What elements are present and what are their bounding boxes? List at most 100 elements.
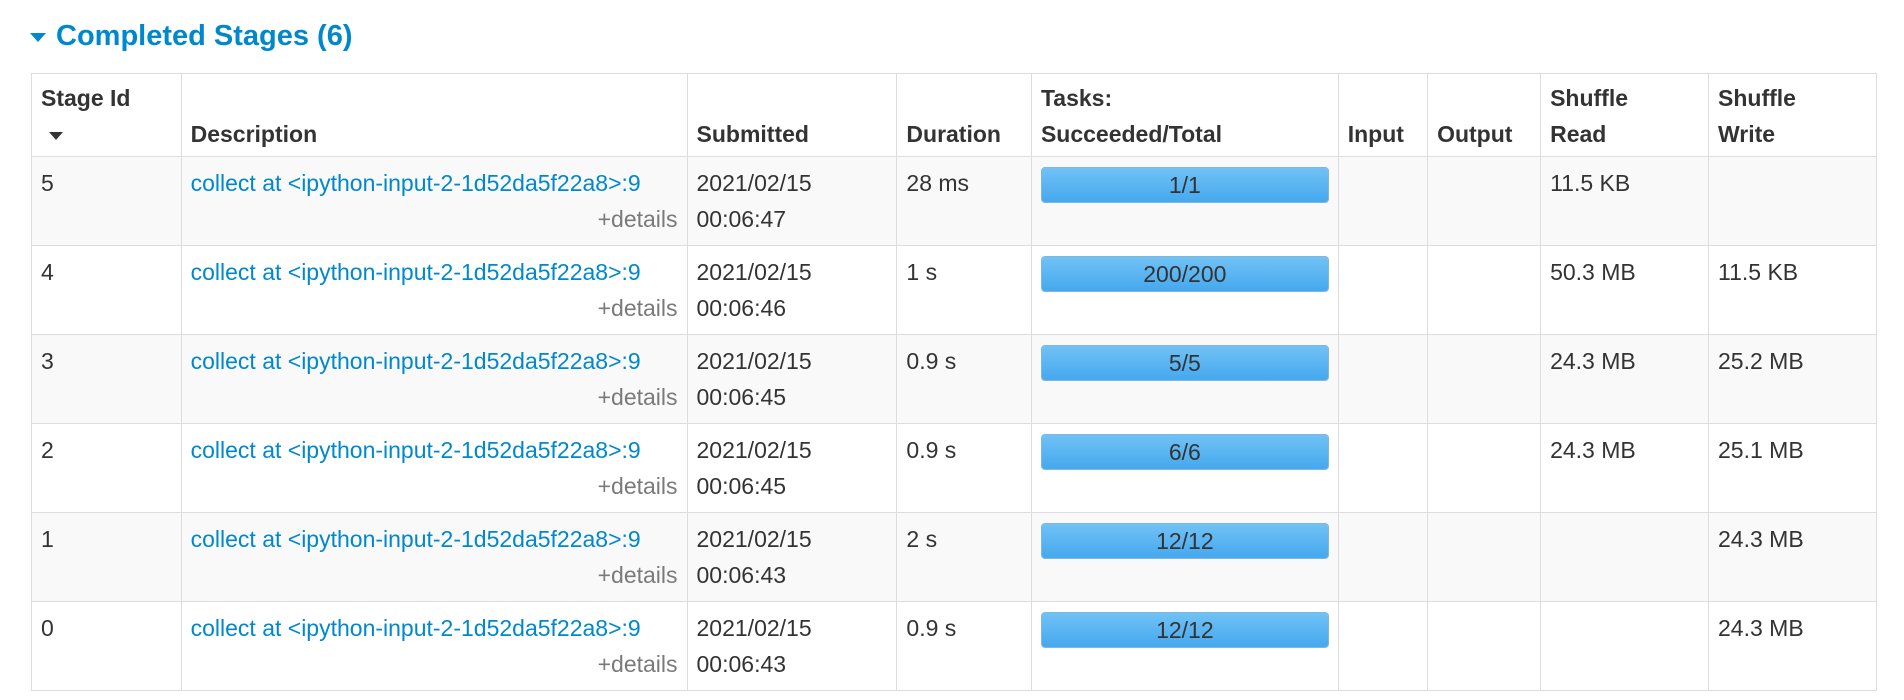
duration-cell: 28 ms xyxy=(896,156,1032,246)
tasks-cell: 1/1 xyxy=(1030,156,1339,246)
submitted-time: 00:06:47 xyxy=(696,206,787,232)
header-shuffle-write-line2: Write xyxy=(1718,121,1776,147)
table-row: 1 collect at <ipython-input-2-1d52da5f22a… xyxy=(31,512,1877,602)
input-cell xyxy=(1337,245,1429,335)
shuffle-read-value: 11.5 KB xyxy=(1550,170,1631,196)
tasks-progress-fill xyxy=(1041,524,1328,558)
header-tasks[interactable]: Tasks: Succeeded/Total xyxy=(1030,73,1339,157)
duration: 0.9 s xyxy=(906,437,957,463)
stage-description-link[interactable]: collect at <ipython-input-2-1d52da5f22a8… xyxy=(190,348,641,374)
shuffle-write-value: 25.1 MB xyxy=(1718,437,1804,463)
submitted-cell: 2021/02/15 00:06:47 xyxy=(686,156,898,246)
stage-description-link[interactable]: collect at <ipython-input-2-1d52da5f22a8… xyxy=(190,526,641,552)
header-shuffle-write-line1: Shuffle xyxy=(1718,85,1796,111)
header-submitted[interactable]: Submitted xyxy=(686,73,898,157)
header-shuffle-read-line2: Read xyxy=(1550,121,1607,147)
submitted-cell: 2021/02/15 00:06:46 xyxy=(686,245,898,335)
submitted-date: 2021/02/15 xyxy=(696,259,812,285)
duration: 28 ms xyxy=(906,170,970,196)
shuffle-write-value: 24.3 MB xyxy=(1718,526,1804,552)
shuffle-read-cell: 24.3 MB xyxy=(1540,334,1709,424)
sort-descending-icon xyxy=(49,131,63,140)
submitted-time: 00:06:45 xyxy=(696,384,787,410)
stage-id: 5 xyxy=(41,170,54,196)
header-output[interactable]: Output xyxy=(1427,73,1542,157)
tasks-progress-label: 6/6 xyxy=(1168,439,1201,465)
description-cell: collect at <ipython-input-2-1d52da5f22a8… xyxy=(180,156,688,246)
stage-description-link[interactable]: collect at <ipython-input-2-1d52da5f22a8… xyxy=(190,615,641,641)
stage-id: 1 xyxy=(41,526,54,552)
details-toggle-link[interactable]: +details xyxy=(597,562,678,588)
header-shuffle-write[interactable]: Shuffle Write xyxy=(1708,73,1877,157)
header-duration-label: Duration xyxy=(906,121,1001,147)
details-toggle-link[interactable]: +details xyxy=(597,651,678,677)
header-output-label: Output xyxy=(1437,121,1513,147)
duration: 0.9 s xyxy=(906,348,957,374)
submitted-date: 2021/02/15 xyxy=(696,437,812,463)
stage-description-link[interactable]: collect at <ipython-input-2-1d52da5f22a8… xyxy=(190,259,641,285)
completed-stages-toggle[interactable]: Completed Stages (6) xyxy=(30,14,353,58)
header-submitted-label: Submitted xyxy=(696,121,809,147)
tasks-progress-bar: 200/200 xyxy=(1040,256,1329,292)
duration: 2 s xyxy=(906,526,938,552)
details-toggle-link[interactable]: +details xyxy=(597,473,678,499)
duration-cell: 2 s xyxy=(896,512,1032,602)
tasks-progress-fill xyxy=(1041,613,1328,647)
tasks-cell: 12/12 xyxy=(1030,601,1339,691)
submitted-time: 00:06:46 xyxy=(696,295,787,321)
input-cell xyxy=(1337,156,1429,246)
shuffle-write-cell: 25.1 MB xyxy=(1708,423,1877,513)
submitted-cell: 2021/02/15 00:06:43 xyxy=(686,512,898,602)
header-tasks-label-line2: Succeeded/Total xyxy=(1040,121,1223,147)
tasks-progress-fill xyxy=(1041,257,1328,291)
tasks-progress-label: 12/12 xyxy=(1156,617,1214,643)
shuffle-write-value: 25.2 MB xyxy=(1718,348,1804,374)
tasks-progress-fill xyxy=(1041,435,1328,469)
submitted-time: 00:06:45 xyxy=(696,473,787,499)
tasks-progress-label: 5/5 xyxy=(1168,350,1201,376)
shuffle-read-value: 24.3 MB xyxy=(1550,348,1636,374)
header-shuffle-read-line1: Shuffle xyxy=(1550,85,1629,111)
stage-description-link[interactable]: collect at <ipython-input-2-1d52da5f22a8… xyxy=(190,437,641,463)
header-tasks-label-line1: Tasks: xyxy=(1040,85,1113,111)
input-cell xyxy=(1337,423,1429,513)
duration-cell: 1 s xyxy=(896,245,1032,335)
shuffle-write-cell xyxy=(1708,156,1877,246)
stage-id-cell: 2 xyxy=(31,423,182,513)
submitted-cell: 2021/02/15 00:06:45 xyxy=(686,423,898,513)
header-description[interactable]: Description xyxy=(180,73,688,157)
tasks-progress-label: 1/1 xyxy=(1168,172,1201,198)
submitted-date: 2021/02/15 xyxy=(696,348,812,374)
tasks-progress-fill xyxy=(1041,168,1328,202)
output-cell xyxy=(1427,512,1542,602)
header-description-label: Description xyxy=(190,121,318,147)
stage-description-link[interactable]: collect at <ipython-input-2-1d52da5f22a8… xyxy=(190,170,641,196)
submitted-cell: 2021/02/15 00:06:43 xyxy=(686,601,898,691)
stage-id-cell: 3 xyxy=(31,334,182,424)
shuffle-read-value: 50.3 MB xyxy=(1550,259,1636,285)
header-input[interactable]: Input xyxy=(1337,73,1429,157)
header-stage-id[interactable]: Stage Id xyxy=(31,73,182,157)
details-toggle-link[interactable]: +details xyxy=(597,384,678,410)
stage-id-cell: 0 xyxy=(31,601,182,691)
details-toggle-link[interactable]: +details xyxy=(597,206,678,232)
shuffle-read-cell xyxy=(1540,601,1709,691)
shuffle-read-cell: 50.3 MB xyxy=(1540,245,1709,335)
caret-down-icon xyxy=(30,32,46,42)
input-cell xyxy=(1337,601,1429,691)
details-toggle-link[interactable]: +details xyxy=(597,295,678,321)
description-cell: collect at <ipython-input-2-1d52da5f22a8… xyxy=(180,245,688,335)
tasks-progress-fill xyxy=(1041,346,1328,380)
output-cell xyxy=(1427,334,1542,424)
shuffle-write-cell: 24.3 MB xyxy=(1708,512,1877,602)
submitted-date: 2021/02/15 xyxy=(696,615,812,641)
output-cell xyxy=(1427,156,1542,246)
shuffle-read-cell: 11.5 KB xyxy=(1540,156,1709,246)
table-row: 3 collect at <ipython-input-2-1d52da5f22a… xyxy=(31,334,1877,424)
tasks-progress-bar: 6/6 xyxy=(1040,434,1329,470)
header-shuffle-read[interactable]: Shuffle Read xyxy=(1540,73,1709,157)
header-stage-id-label: Stage Id xyxy=(41,85,131,111)
table-row: 0 collect at <ipython-input-2-1d52da5f22a… xyxy=(31,601,1877,691)
header-duration[interactable]: Duration xyxy=(896,73,1032,157)
output-cell xyxy=(1427,245,1542,335)
